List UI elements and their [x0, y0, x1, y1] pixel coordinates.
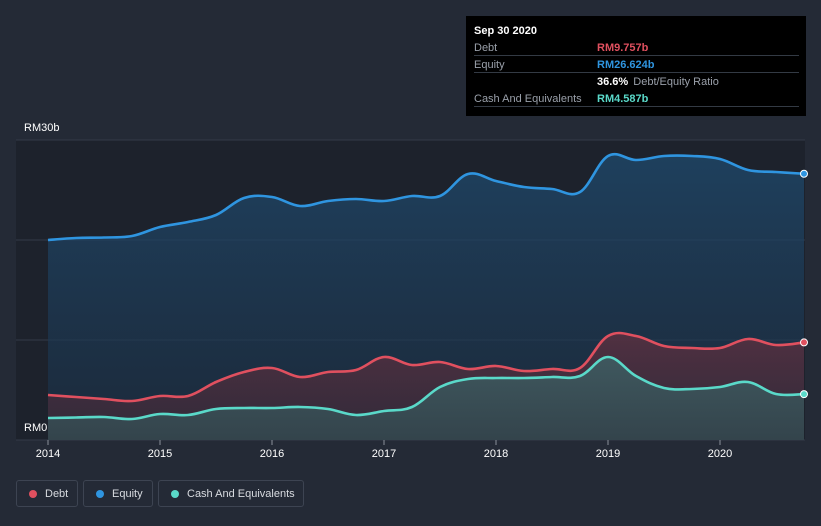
y-axis-bottom-label: RM0	[24, 422, 48, 434]
x-axis-tick-label: 2019	[596, 448, 620, 460]
x-axis-tick-label: 2020	[708, 448, 732, 460]
debt-line	[47, 331, 805, 403]
tooltip-equity-label: Equity	[474, 59, 505, 71]
x-axis-tick-label: 2016	[260, 448, 284, 460]
data-tooltip: Sep 30 2020 Debt RM9.757b Equity RM26.62…	[466, 16, 806, 116]
tooltip-cash-value: RM4.587b	[597, 93, 649, 105]
tooltip-divider	[474, 106, 799, 107]
equity-legend-dot-icon	[96, 489, 104, 498]
x-axis-tick-label: 2018	[484, 448, 508, 460]
tooltip-divider	[474, 55, 799, 56]
tooltip-ratio-value: 36.6%	[597, 76, 629, 88]
legend-item-cash[interactable]: Cash And Equivalents	[158, 480, 304, 507]
debt-end-marker	[800, 338, 808, 347]
tooltip-divider	[474, 72, 799, 73]
legend-label-debt: Debt	[45, 487, 69, 500]
cash-legend-dot-icon	[171, 489, 179, 498]
tooltip-row-equity: Equity RM26.624b	[466, 59, 806, 76]
x-axis-tick-label: 2017	[372, 448, 396, 460]
equity-line	[47, 152, 805, 242]
equity-end-marker	[800, 169, 808, 178]
tooltip-row-ratio: 36.6% Debt/Equity Ratio	[466, 76, 806, 93]
x-axis-tick-label: 2015	[148, 448, 172, 460]
legend-item-equity[interactable]: Equity	[83, 480, 153, 507]
tooltip-cash-label: Cash And Equivalents	[474, 93, 582, 105]
tooltip-debt-value: RM9.757b	[597, 42, 649, 54]
x-axis-tick-label: 2014	[36, 448, 60, 460]
tooltip-row-debt: Debt RM9.757b	[466, 42, 806, 59]
debt-legend-dot-icon	[29, 489, 37, 498]
tooltip-row-cash: Cash And Equivalents RM4.587b	[466, 93, 806, 110]
tooltip-date: Sep 30 2020	[474, 25, 537, 37]
y-axis-top-label: RM30b	[24, 122, 60, 134]
cash-and-equivalents-line	[47, 355, 805, 421]
tooltip-ratio-description: Debt/Equity Ratio	[633, 76, 719, 88]
cash-and-equivalents-end-marker	[800, 390, 808, 399]
legend-label-cash: Cash And Equivalents	[187, 487, 295, 500]
legend-label-equity: Equity	[112, 487, 143, 500]
tooltip-debt-label: Debt	[474, 42, 498, 54]
tooltip-equity-value: RM26.624b	[597, 59, 655, 71]
legend-item-debt[interactable]: Debt	[16, 480, 78, 507]
